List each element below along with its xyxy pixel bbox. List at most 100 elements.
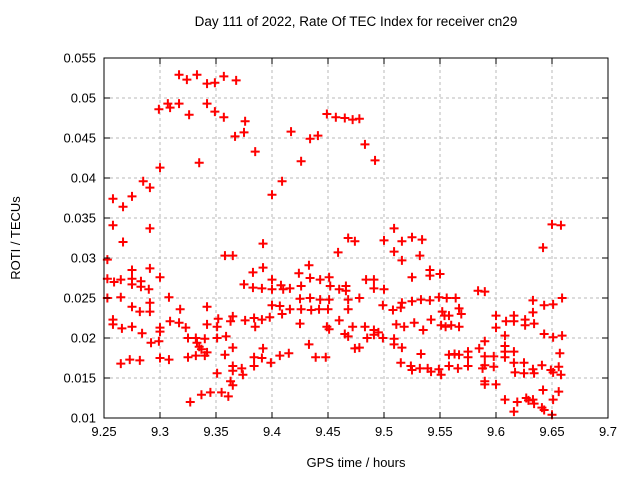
- data-point: [164, 292, 174, 302]
- data-point: [369, 275, 379, 285]
- data-point: [425, 271, 435, 281]
- data-point: [135, 355, 145, 365]
- data-point: [415, 251, 425, 261]
- data-point: [145, 183, 155, 193]
- data-point: [557, 331, 567, 341]
- y-tick-label: 0.03: [71, 251, 96, 266]
- data-point: [196, 390, 206, 400]
- data-point: [174, 99, 184, 109]
- data-point: [426, 367, 436, 377]
- data-point: [343, 295, 353, 305]
- data-point: [548, 332, 558, 342]
- data-point: [137, 328, 147, 338]
- data-point: [360, 322, 370, 332]
- data-point: [350, 236, 360, 246]
- data-point: [519, 368, 529, 378]
- data-point: [185, 397, 195, 407]
- data-point: [191, 333, 201, 343]
- data-point: [361, 275, 371, 285]
- data-point: [155, 353, 165, 363]
- data-point: [379, 235, 389, 245]
- data-point: [212, 322, 222, 332]
- data-point: [416, 295, 426, 305]
- data-point: [378, 333, 388, 343]
- data-point: [519, 358, 529, 368]
- data-point: [237, 363, 247, 373]
- data-point: [182, 75, 192, 85]
- data-point: [257, 353, 267, 363]
- x-tick-label: 9.45: [315, 424, 340, 439]
- data-point: [174, 318, 184, 328]
- data-point: [416, 349, 426, 359]
- data-point: [295, 319, 305, 329]
- data-point: [454, 303, 464, 313]
- data-point: [212, 368, 222, 378]
- data-point: [258, 343, 268, 353]
- x-tick-label: 9.6: [487, 424, 505, 439]
- data-point: [397, 343, 407, 353]
- data-point: [174, 70, 184, 80]
- data-point: [396, 358, 406, 368]
- x-tick-label: 9.25: [91, 424, 116, 439]
- data-point: [425, 295, 435, 305]
- data-point: [249, 361, 259, 371]
- data-point: [249, 313, 259, 323]
- data-point: [165, 103, 175, 113]
- data-point: [305, 273, 315, 283]
- data-point: [548, 367, 558, 377]
- data-point: [340, 113, 350, 123]
- data-point: [127, 191, 137, 201]
- y-tick-label: 0.05: [71, 91, 96, 106]
- data-point: [219, 71, 229, 81]
- data-point: [354, 114, 364, 124]
- data-point: [474, 343, 484, 353]
- data-point: [194, 158, 204, 168]
- data-point: [547, 219, 557, 229]
- data-point: [389, 339, 399, 349]
- data-point: [266, 358, 276, 368]
- data-point: [145, 307, 155, 317]
- data-point: [202, 347, 212, 357]
- data-point: [155, 327, 165, 337]
- data-point: [202, 302, 212, 312]
- data-point: [315, 295, 325, 305]
- data-point: [397, 255, 407, 265]
- x-tick-label: 9.7: [599, 424, 617, 439]
- data-point: [556, 370, 566, 380]
- y-tick-label: 0.015: [63, 371, 96, 386]
- data-point: [554, 387, 564, 397]
- data-point: [480, 336, 490, 346]
- data-point: [325, 281, 335, 291]
- data-point: [228, 251, 238, 261]
- data-point: [313, 131, 323, 141]
- data-point: [108, 220, 118, 230]
- data-point: [116, 292, 126, 302]
- data-point: [304, 339, 314, 349]
- data-point: [231, 75, 241, 85]
- data-point: [285, 283, 295, 293]
- data-point: [296, 304, 306, 314]
- data-point: [118, 237, 128, 247]
- data-point: [202, 99, 212, 109]
- data-point: [226, 316, 236, 326]
- data-point: [417, 235, 427, 245]
- data-point: [296, 156, 306, 166]
- data-point: [539, 300, 549, 310]
- data-point: [311, 352, 321, 362]
- data-point: [480, 360, 490, 370]
- data-point: [155, 163, 165, 173]
- data-point: [362, 333, 372, 343]
- x-tick-label: 9.35: [203, 424, 228, 439]
- data-point: [509, 347, 519, 357]
- data-point: [265, 312, 275, 322]
- data-point: [323, 304, 333, 314]
- data-point: [434, 292, 444, 302]
- data-point: [399, 322, 409, 332]
- data-point: [108, 319, 118, 329]
- data-point: [117, 323, 127, 333]
- data-point: [294, 268, 304, 278]
- data-point: [304, 260, 314, 270]
- data-point: [210, 107, 220, 117]
- data-point: [118, 202, 128, 212]
- data-point: [239, 279, 249, 289]
